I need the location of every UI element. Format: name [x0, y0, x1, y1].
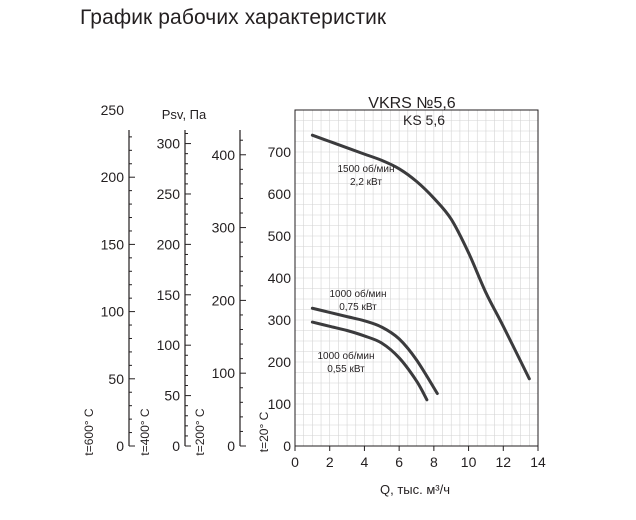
y-tick-label: 100	[268, 396, 292, 412]
chart-title: VKRS №5,6	[368, 95, 456, 112]
series-label-speed: 1500 об/мин	[337, 163, 394, 175]
series-label-speed: 1000 об/мин	[329, 288, 386, 300]
page-title: График рабочих характеристик	[80, 6, 387, 29]
chart-subtitle: KS 5,6	[403, 112, 445, 128]
density-tick-label: 300	[157, 136, 181, 152]
density-tick-label: 100	[212, 365, 236, 381]
x-tick-label: 12	[495, 454, 511, 470]
series-label-power: 2,2 кВт	[350, 177, 382, 188]
y-tick-label: 200	[268, 354, 292, 370]
x-axis-title: Q, тыс. м³/ч	[380, 482, 450, 497]
density-tick-label: 400	[212, 147, 236, 163]
density-tick-label: 150	[101, 236, 125, 252]
series-label-power: 0,75 кВт	[339, 302, 377, 313]
density-tick-label: 250	[101, 102, 125, 118]
series-label-speed: 1000 об/мин	[317, 350, 374, 362]
density-axis-name: t=20° C	[257, 411, 271, 452]
density-tick-label: 50	[164, 388, 180, 404]
series-line-1	[310, 133, 531, 381]
x-tick-label: 14	[530, 454, 546, 470]
x-tick-label: 0	[291, 454, 299, 470]
density-axis-name: t=200° C	[193, 408, 207, 455]
series-line-2	[310, 306, 439, 395]
density-tick-label: 100	[157, 337, 181, 353]
density-tick-label: 100	[101, 304, 125, 320]
y-tick-label: 400	[268, 270, 292, 286]
x-tick-label: 6	[395, 454, 403, 470]
y-tick-label: 500	[268, 228, 292, 244]
density-tick-label: 0	[172, 438, 180, 454]
density-axis-name: t=400° C	[138, 408, 152, 455]
density-tick-label: 200	[157, 236, 181, 252]
density-tick-label: 0	[283, 438, 291, 454]
x-tick-label: 2	[326, 454, 334, 470]
y-tick-label: 600	[268, 186, 292, 202]
density-tick-label: 150	[157, 287, 181, 303]
plot-frame	[294, 109, 539, 447]
density-tick-label: 300	[212, 220, 236, 236]
density-tick-label: 0	[116, 438, 124, 454]
density-axis-name: t=600° C	[82, 408, 96, 455]
series-label-power: 0,55 кВт	[327, 364, 365, 375]
density-tick-label: 50	[108, 371, 124, 387]
density-tick-label: 200	[101, 169, 125, 185]
density-tick-label: 200	[212, 292, 236, 308]
y-tick-label: 300	[268, 312, 292, 328]
x-tick-label: 10	[461, 454, 477, 470]
y-tick-label: 700	[268, 144, 292, 160]
density-tick-label: 250	[157, 186, 181, 202]
x-tick-label: 4	[361, 454, 369, 470]
series-line-3	[310, 320, 429, 402]
y-axis-title: Psv, Па	[162, 107, 207, 122]
density-tick-label: 0	[227, 438, 235, 454]
x-tick-label: 8	[430, 454, 438, 470]
